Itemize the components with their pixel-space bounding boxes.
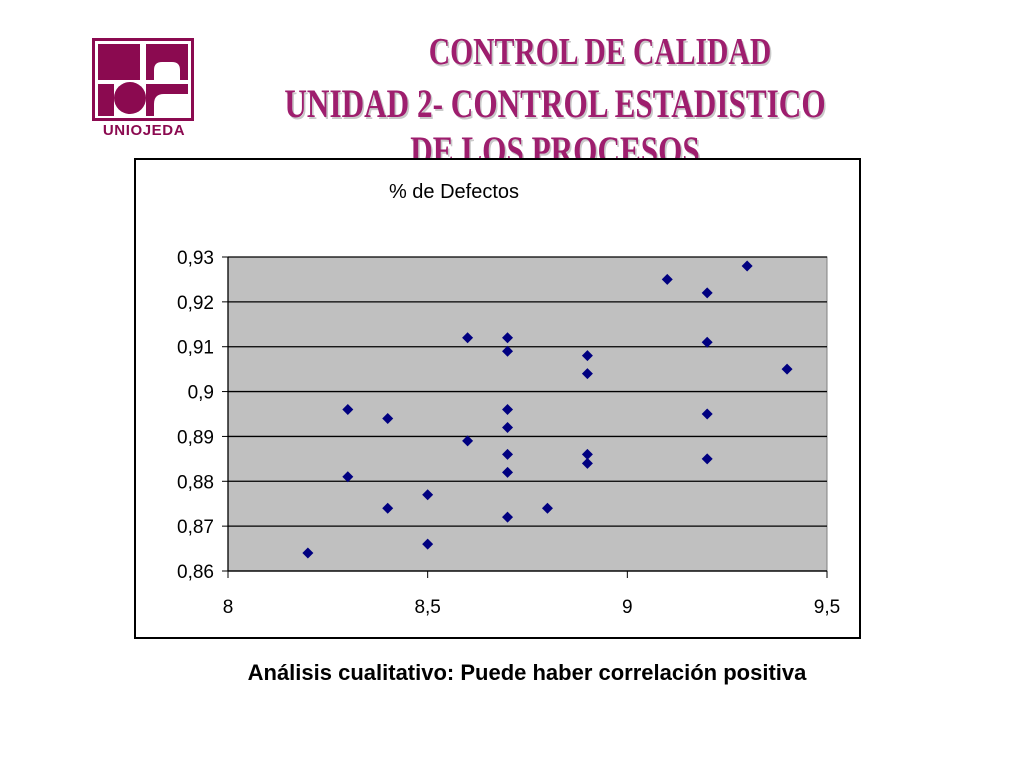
x-tick-label: 9	[622, 597, 633, 618]
data-point	[342, 471, 354, 483]
data-point	[502, 345, 514, 357]
x-tick-label: 8,5	[414, 597, 440, 618]
data-point	[581, 457, 593, 469]
data-point	[581, 350, 593, 362]
y-tick-label: 0,9	[188, 383, 214, 404]
uniojeda-logo	[92, 38, 194, 121]
x-tick-label: 8	[223, 597, 234, 618]
data-point	[302, 547, 314, 559]
data-point	[701, 453, 713, 465]
data-point	[781, 363, 793, 375]
y-tick-label: 0,86	[177, 562, 214, 583]
data-point	[701, 287, 713, 299]
data-point	[502, 448, 514, 460]
plot-area	[227, 256, 828, 572]
data-point	[502, 466, 514, 478]
data-point	[701, 408, 713, 420]
chart-title: % de Defectos	[389, 181, 519, 203]
data-point	[701, 336, 713, 348]
scatter-chart: % de Defectos 0,86 0,87 0,88 0,89 0,9 0,91 0,9…	[177, 181, 840, 618]
data-point	[502, 332, 514, 344]
data-point	[382, 412, 394, 424]
data-point	[541, 502, 553, 514]
data-point	[581, 368, 593, 380]
y-tick-label: 0,87	[177, 517, 214, 538]
data-point	[422, 538, 434, 550]
data-point	[382, 502, 394, 514]
data-point	[502, 404, 514, 416]
data-point	[741, 260, 753, 272]
y-tick-label: 0,89	[177, 427, 214, 448]
chart-frame: % de Defectos 0,86 0,87 0,88 0,89 0,9 0,91 0,9…	[134, 158, 861, 639]
y-tick-label: 0,93	[177, 248, 214, 269]
y-tick-label: 0,91	[177, 338, 214, 359]
page-title: CONTROL DE CALIDAD	[428, 31, 772, 73]
data-point	[462, 332, 474, 344]
data-point	[581, 448, 593, 460]
data-point	[342, 404, 354, 416]
data-point	[422, 489, 434, 501]
y-tick-label: 0,92	[177, 293, 214, 314]
x-tick-label: 9,5	[814, 597, 840, 618]
logo-text: UNIOJEDA	[102, 122, 186, 139]
analysis-caption: Análisis cualitativo: Puede haber correl…	[247, 660, 807, 685]
y-tick-label: 0,88	[177, 472, 214, 493]
data-point	[502, 421, 514, 433]
data-point	[462, 435, 474, 447]
data-point	[661, 273, 673, 285]
